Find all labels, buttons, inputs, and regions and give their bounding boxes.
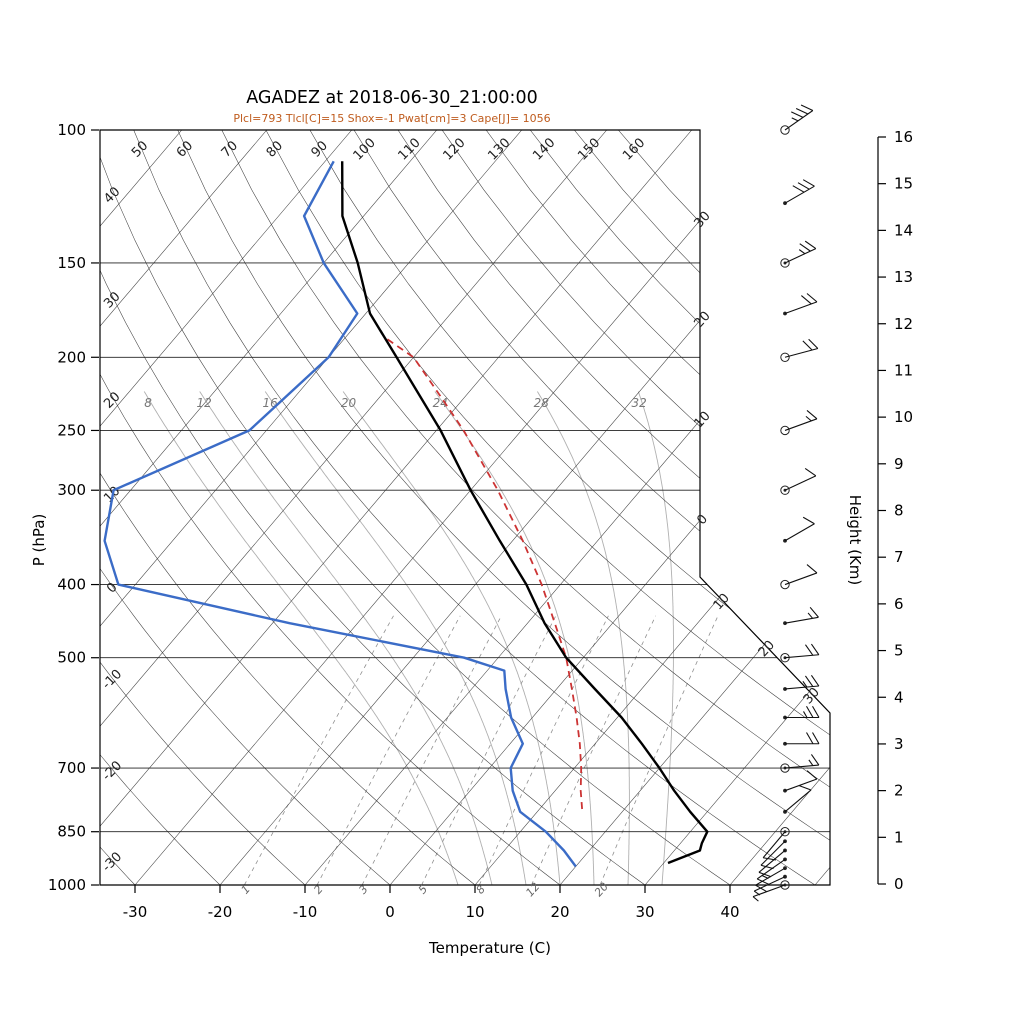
svg-text:3: 3	[894, 735, 904, 753]
svg-text:100: 100	[351, 135, 379, 163]
svg-text:100: 100	[57, 121, 86, 139]
wind-barbs	[752, 104, 820, 902]
svg-text:30: 30	[692, 209, 714, 231]
svg-text:15: 15	[894, 175, 913, 193]
svg-text:300: 300	[57, 481, 86, 499]
pressure-gridlines	[100, 130, 830, 885]
temperature-curve	[341, 161, 709, 865]
svg-text:12: 12	[197, 396, 212, 410]
height-axis-label: Height (Km)	[846, 495, 864, 586]
svg-text:11: 11	[894, 361, 913, 379]
svg-text:70: 70	[219, 138, 241, 160]
svg-text:14: 14	[894, 221, 913, 239]
svg-text:6: 6	[894, 595, 904, 613]
svg-text:0: 0	[385, 903, 395, 921]
svg-text:-10: -10	[293, 903, 318, 921]
mixing-ratio-lines	[244, 615, 719, 885]
temperature-axis-label: Temperature (C)	[428, 939, 551, 957]
svg-text:20: 20	[101, 389, 123, 411]
svg-text:150: 150	[57, 254, 86, 272]
svg-text:20: 20	[341, 396, 357, 410]
svg-text:140: 140	[530, 135, 558, 163]
pressure-axis-label: P (hPa)	[30, 514, 48, 567]
svg-text:80: 80	[264, 138, 286, 160]
svg-text:5: 5	[894, 642, 904, 660]
svg-text:-10: -10	[100, 667, 126, 693]
parcel-ascent-curve	[383, 336, 583, 810]
svg-text:30: 30	[635, 903, 654, 921]
svg-text:4: 4	[894, 688, 904, 706]
svg-text:160: 160	[620, 135, 648, 163]
svg-text:28: 28	[534, 396, 550, 410]
svg-text:2: 2	[894, 782, 904, 800]
svg-text:20: 20	[756, 638, 778, 660]
svg-text:16: 16	[263, 396, 279, 410]
svg-text:10: 10	[711, 591, 733, 613]
svg-text:24: 24	[433, 396, 448, 410]
svg-text:10: 10	[692, 409, 714, 431]
svg-text:16: 16	[894, 128, 913, 146]
svg-text:12: 12	[523, 880, 542, 899]
svg-text:32: 32	[632, 396, 647, 410]
svg-text:-20: -20	[208, 903, 233, 921]
svg-text:10: 10	[894, 408, 913, 426]
chart-subtitle: Plcl=793 Tlcl[C]=15 Shox=-1 Pwat[cm]=3 C…	[233, 112, 550, 125]
svg-text:400: 400	[57, 576, 86, 594]
svg-text:90: 90	[309, 138, 331, 160]
svg-text:20: 20	[692, 309, 714, 331]
moist-adiabat-lines	[143, 391, 674, 885]
svg-text:20: 20	[592, 880, 611, 899]
svg-text:20: 20	[550, 903, 569, 921]
svg-text:9: 9	[894, 455, 904, 473]
svg-text:150: 150	[575, 135, 603, 163]
grid-line-labels: 50 60 70 80 90 100 110 120 130 140 150 160403020100…	[100, 135, 823, 899]
svg-text:60: 60	[174, 138, 196, 160]
svg-text:30: 30	[801, 685, 823, 707]
svg-text:-30: -30	[100, 849, 126, 875]
svg-text:130: 130	[485, 135, 513, 163]
svg-text:850: 850	[57, 823, 86, 841]
svg-text:12: 12	[894, 315, 913, 333]
chart-title: AGADEZ at 2018-06-30_21:00:00	[246, 88, 537, 108]
chart-layer: 50 60 70 80 90 100 110 120 130 140 150 160403020100…	[48, 104, 913, 921]
svg-text:30: 30	[101, 289, 123, 311]
svg-text:110: 110	[396, 135, 424, 163]
plot-frame	[99, 129, 831, 886]
svg-text:120: 120	[440, 135, 468, 163]
dewpoint-curve	[103, 160, 577, 868]
svg-text:40: 40	[101, 184, 123, 206]
sounding-curves	[103, 160, 709, 868]
svg-text:0: 0	[894, 875, 904, 893]
svg-text:0: 0	[694, 512, 711, 528]
svg-text:700: 700	[57, 759, 86, 777]
svg-text:-30: -30	[123, 903, 148, 921]
svg-text:10: 10	[465, 903, 484, 921]
svg-text:13: 13	[894, 268, 913, 286]
svg-text:200: 200	[57, 348, 86, 366]
svg-text:500: 500	[57, 649, 86, 667]
svg-text:250: 250	[57, 421, 86, 439]
svg-text:50: 50	[129, 138, 151, 160]
svg-text:1000: 1000	[48, 876, 86, 894]
svg-text:7: 7	[894, 548, 904, 566]
svg-text:1: 1	[894, 828, 904, 846]
svg-text:8: 8	[144, 396, 152, 410]
svg-text:8: 8	[894, 502, 904, 520]
svg-text:40: 40	[720, 903, 739, 921]
